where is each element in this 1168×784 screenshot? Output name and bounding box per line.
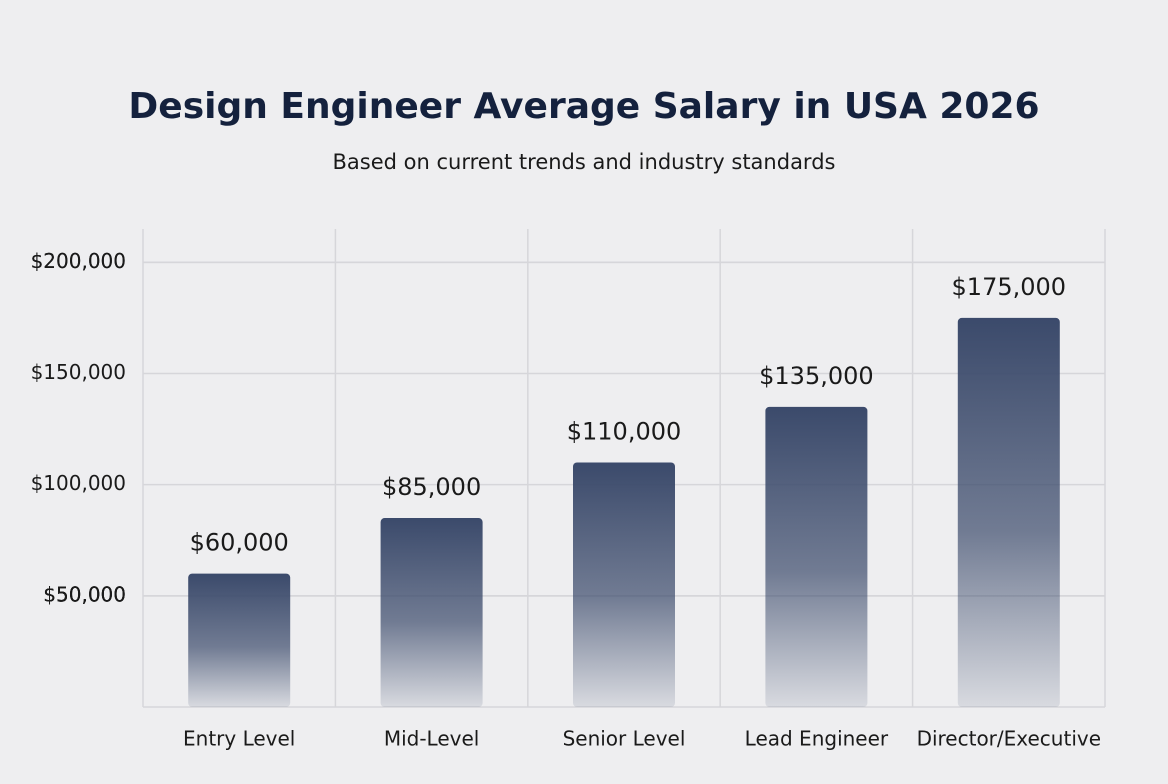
y-tick-label: $100,000 (31, 471, 126, 495)
y-tick-label: $200,000 (31, 249, 126, 273)
bar (765, 406, 868, 707)
value-label: $175,000 (952, 273, 1067, 301)
bar (380, 518, 483, 707)
y-tick-label: $50,000 (43, 582, 126, 606)
bar (957, 317, 1060, 707)
bar (573, 462, 675, 707)
y-tick-label: $150,000 (31, 360, 126, 384)
y-tick-label: $50,000 (43, 582, 126, 606)
value-label: $135,000 (759, 362, 874, 390)
bar (188, 573, 291, 707)
value-label: $85,000 (382, 473, 481, 501)
y-tick-label: $200,000 (31, 249, 126, 273)
value-label: $60,000 (190, 529, 289, 557)
x-tick-label: Director/Executive (917, 727, 1101, 751)
y-tick-label: $50,000 (43, 582, 126, 606)
x-tick-label: Lead Engineer (745, 727, 889, 751)
chart-title: Design Engineer Average Salary in USA 20… (128, 86, 1039, 127)
chart-subtitle: Based on current trends and industry sta… (333, 150, 836, 174)
value-label: $110,000 (567, 417, 682, 445)
x-tick-label: Mid-Level (384, 727, 480, 751)
x-tick-label: Senior Level (563, 727, 686, 751)
x-tick-label: Entry Level (183, 727, 295, 751)
